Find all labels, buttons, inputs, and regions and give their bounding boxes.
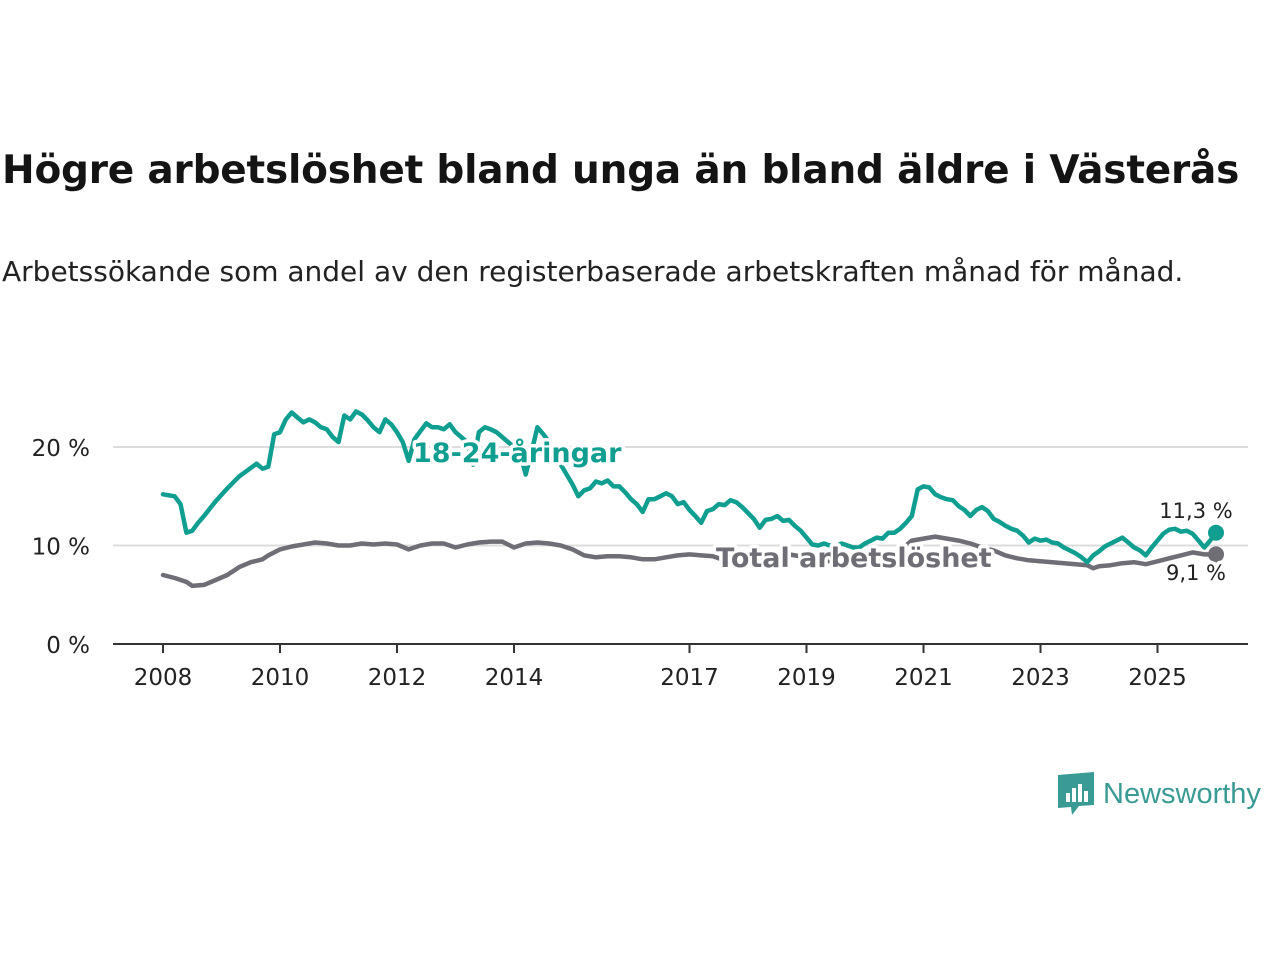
end-value-label-total: 9,1 % (1166, 561, 1226, 585)
series-label-total: Total arbetslöshet (716, 543, 992, 574)
line-chart: 0 % 10 % 20 % 2008 2010 2012 2014 2017 2019 2021 2… (32, 409, 1248, 691)
x-tick-label: 2017 (660, 665, 719, 691)
x-tick-label: 2012 (368, 665, 427, 691)
y-tick-label: 0 % (46, 633, 90, 659)
end-value-label-youth: 11,3 % (1159, 499, 1232, 523)
brand-name: Newsworthy (1103, 777, 1261, 810)
x-tick-label: 2008 (134, 665, 193, 691)
series-line-total (160, 534, 1219, 589)
series-label-total-halo: Total arbetslöshet (716, 543, 992, 574)
page-title: Högre arbetslöshet bland unga än bland ä… (2, 148, 1240, 193)
end-value-label-youth-halo: 11,3 % (1159, 499, 1232, 523)
series-label-youth-halo: 18-24-åringar (413, 437, 622, 469)
x-tick-label: 2019 (777, 665, 836, 691)
series-end-point-total (1208, 546, 1224, 563)
series-line-youth (160, 409, 1219, 565)
x-tick-label: 2021 (894, 665, 953, 691)
newsworthy-logo-icon (1058, 772, 1094, 815)
x-tick-label: 2014 (485, 665, 544, 691)
y-tick-label: 10 % (32, 535, 90, 561)
end-value-label-total-halo: 9,1 % (1166, 561, 1226, 585)
x-tick-label: 2010 (251, 665, 310, 691)
series-end-point-youth (1208, 524, 1224, 541)
page-subtitle: Arbetssökande som andel av den registerb… (2, 255, 1184, 288)
y-tick-label: 20 % (32, 436, 90, 462)
x-tick-label: 2025 (1128, 665, 1187, 691)
x-tick-label: 2023 (1011, 665, 1070, 691)
brand: Newsworthy (1058, 772, 1261, 816)
series-label-youth: 18-24-åringar (413, 437, 622, 469)
